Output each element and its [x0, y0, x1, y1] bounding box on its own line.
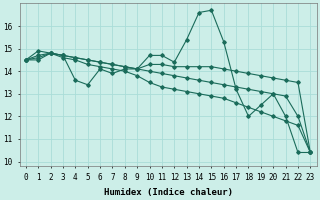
X-axis label: Humidex (Indice chaleur): Humidex (Indice chaleur) [104, 188, 233, 197]
